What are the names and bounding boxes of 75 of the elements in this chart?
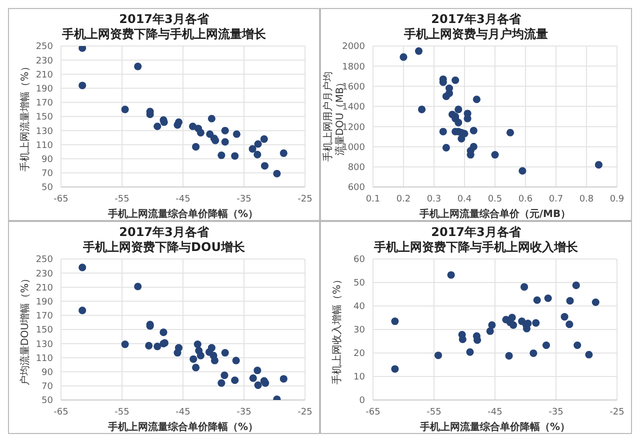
x-tick-label: -55	[426, 407, 442, 418]
chart-subtitle: 手机上网资费下降与手机上网收入增长	[373, 240, 579, 255]
x-axis-title: 手机上网流量综合单价（元/MB）	[418, 208, 571, 220]
y-tick-label: 230	[36, 56, 54, 66]
x-tick-label: -65	[54, 407, 68, 418]
y-tick-label: 10	[354, 372, 366, 383]
y-tick-label: 1800	[342, 62, 366, 72]
x-tick-label: -65	[54, 194, 68, 204]
y-tick-label: 190	[36, 297, 54, 308]
x-tick-label: -35	[548, 407, 564, 418]
x-tick-label: -65	[366, 407, 380, 418]
chart-title: 2017年3月各省	[430, 225, 522, 240]
y-tick-label: 1200	[342, 122, 366, 133]
chart-title: 2017年3月各省	[118, 225, 210, 240]
x-tick-label: 0.8	[579, 194, 594, 204]
x-tick-label: -55	[114, 194, 130, 204]
y-tick-label: 250	[36, 255, 54, 266]
x-tick-label: 0.6	[518, 194, 533, 204]
y-tick-label: 50	[354, 278, 366, 289]
y-axis-title: 户均流量DOU增幅（%）	[19, 273, 31, 386]
x-tick-label: -45	[176, 194, 190, 204]
x-tick-label: -25	[298, 194, 312, 204]
chart-title: 2017年3月各省	[118, 12, 210, 27]
y-tick-label: 210	[36, 283, 54, 294]
y-tick-label: 50	[42, 183, 54, 194]
y-tick-label: 800	[348, 163, 366, 174]
y-tick-label: 250	[36, 42, 54, 52]
x-tick-label: 0.4	[457, 194, 472, 204]
x-tick-label: -35	[236, 407, 252, 418]
y-tick-label: 40	[354, 302, 366, 312]
y-tick-label: 90	[42, 154, 54, 165]
y-tick-label: 230	[36, 269, 54, 280]
y-tick-label: 170	[36, 312, 54, 322]
x-tick-label: 0.1	[366, 194, 380, 204]
y-tick-label: 150	[36, 326, 54, 336]
y-tick-label: 110	[36, 354, 54, 364]
y-tick-label: 1400	[342, 102, 366, 113]
y-tick-label: 130	[36, 340, 54, 350]
y-axis-title: 手机上网流量增幅（%）	[19, 62, 31, 172]
x-tick-label: 0.7	[548, 194, 564, 204]
y-tick-label: 0	[359, 396, 366, 406]
y-axis-title: 手机上网收入增幅（%）	[331, 274, 343, 384]
y-tick-label: 130	[36, 126, 54, 137]
chart-subtitle: 手机上网资费下降与DOU增长	[82, 240, 246, 255]
x-tick-label: -25	[610, 407, 624, 418]
chart-title: 2017年3月各省	[430, 12, 522, 27]
y-tick-label: 90	[42, 368, 54, 378]
x-tick-label: -25	[298, 407, 312, 418]
y-tick-label: 50	[42, 396, 54, 406]
x-tick-label: 0.5	[488, 194, 502, 204]
y-tick-label: 600	[348, 183, 366, 194]
x-tick-label: 0.3	[426, 194, 442, 204]
y-tick-label: 110	[36, 140, 54, 151]
x-axis-title: 手机上网流量综合单价降幅（%）	[106, 208, 258, 220]
chart-subtitle: 手机上网资费下降与手机上网流量增长	[61, 27, 267, 42]
x-tick-label: 0.2	[396, 194, 411, 204]
y-tick-label: 190	[36, 84, 54, 94]
y-tick-label: 2000	[342, 42, 366, 52]
y-tick-label: 20	[354, 349, 366, 360]
y-tick-label: 70	[42, 169, 54, 180]
x-tick-label: -55	[114, 407, 130, 418]
chart-subtitle: 手机上网资费与月户均流量	[403, 27, 549, 42]
x-axis-title: 手机上网流量综合单价降幅（%）	[418, 421, 570, 433]
x-tick-label: -45	[488, 407, 502, 418]
y-tick-label: 150	[36, 112, 54, 123]
x-tick-label: -35	[236, 194, 252, 204]
y-tick-label: 60	[354, 255, 366, 266]
y-tick-label: 70	[42, 382, 54, 392]
y-tick-label: 210	[36, 70, 54, 80]
x-tick-label: -45	[176, 407, 190, 418]
y-tick-label: 170	[36, 98, 54, 109]
x-axis-title: 手机上网流量综合单价降幅（%）	[106, 421, 258, 433]
y-tick-label: 30	[354, 326, 366, 336]
y-tick-label: 1600	[342, 82, 366, 92]
x-tick-label: 0.9	[610, 194, 624, 204]
